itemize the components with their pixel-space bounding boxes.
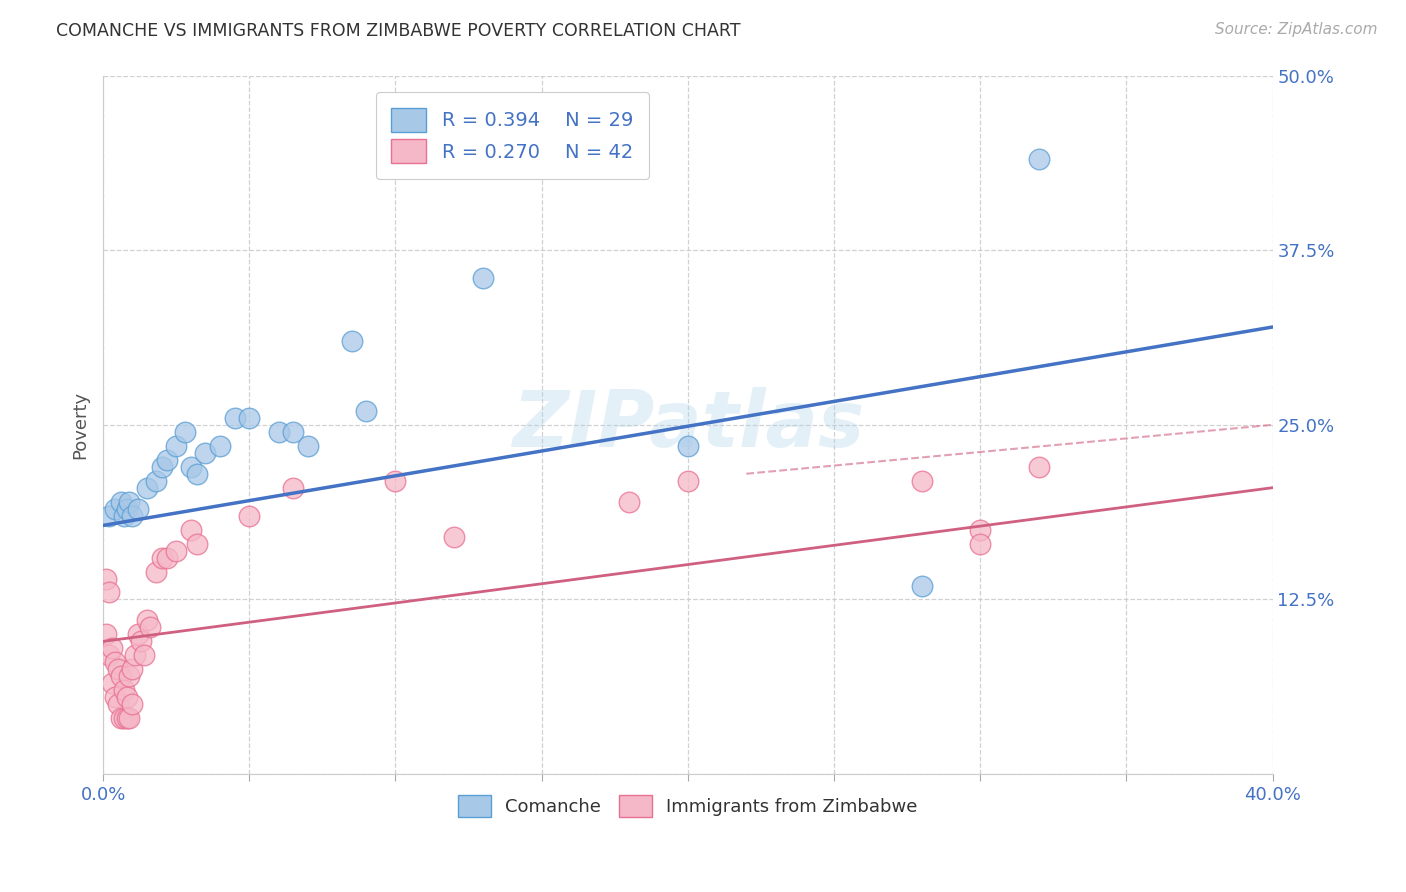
Point bbox=[121, 662, 143, 676]
Point bbox=[94, 627, 117, 641]
Point bbox=[174, 425, 197, 439]
Point bbox=[180, 459, 202, 474]
Point bbox=[297, 439, 319, 453]
Point bbox=[127, 501, 149, 516]
Text: COMANCHE VS IMMIGRANTS FROM ZIMBABWE POVERTY CORRELATION CHART: COMANCHE VS IMMIGRANTS FROM ZIMBABWE POV… bbox=[56, 22, 741, 40]
Point bbox=[118, 494, 141, 508]
Point bbox=[165, 543, 187, 558]
Point bbox=[107, 698, 129, 712]
Point bbox=[969, 523, 991, 537]
Point bbox=[98, 648, 121, 663]
Point bbox=[283, 481, 305, 495]
Point bbox=[118, 711, 141, 725]
Point bbox=[186, 536, 208, 550]
Point bbox=[194, 446, 217, 460]
Point bbox=[443, 530, 465, 544]
Point bbox=[110, 711, 132, 725]
Point bbox=[124, 648, 146, 663]
Point bbox=[267, 425, 290, 439]
Point bbox=[104, 656, 127, 670]
Point bbox=[224, 410, 246, 425]
Point bbox=[186, 467, 208, 481]
Point bbox=[676, 439, 699, 453]
Point bbox=[112, 508, 135, 523]
Point bbox=[94, 572, 117, 586]
Point bbox=[209, 439, 232, 453]
Point bbox=[676, 474, 699, 488]
Point bbox=[110, 669, 132, 683]
Point bbox=[1028, 153, 1050, 167]
Point bbox=[132, 648, 155, 663]
Point bbox=[150, 459, 173, 474]
Point bbox=[115, 690, 138, 705]
Point bbox=[911, 474, 934, 488]
Point bbox=[145, 565, 167, 579]
Point bbox=[115, 711, 138, 725]
Point bbox=[121, 698, 143, 712]
Point bbox=[156, 550, 179, 565]
Point bbox=[156, 452, 179, 467]
Point bbox=[136, 614, 159, 628]
Y-axis label: Poverty: Poverty bbox=[72, 391, 89, 458]
Point bbox=[139, 620, 162, 634]
Point bbox=[340, 334, 363, 348]
Point bbox=[129, 634, 152, 648]
Point bbox=[1028, 459, 1050, 474]
Point bbox=[969, 536, 991, 550]
Point bbox=[238, 410, 260, 425]
Text: Source: ZipAtlas.com: Source: ZipAtlas.com bbox=[1215, 22, 1378, 37]
Point bbox=[98, 585, 121, 599]
Point bbox=[121, 508, 143, 523]
Point bbox=[112, 683, 135, 698]
Text: ZIPatlas: ZIPatlas bbox=[512, 387, 863, 463]
Point bbox=[145, 474, 167, 488]
Point bbox=[165, 439, 187, 453]
Point bbox=[911, 578, 934, 592]
Point bbox=[110, 494, 132, 508]
Point bbox=[384, 474, 406, 488]
Point bbox=[136, 481, 159, 495]
Point bbox=[118, 669, 141, 683]
Point bbox=[354, 404, 377, 418]
Point bbox=[107, 662, 129, 676]
Legend: Comanche, Immigrants from Zimbabwe: Comanche, Immigrants from Zimbabwe bbox=[451, 788, 925, 824]
Point bbox=[127, 627, 149, 641]
Point bbox=[283, 425, 305, 439]
Point bbox=[619, 494, 641, 508]
Point bbox=[238, 508, 260, 523]
Point bbox=[101, 641, 124, 656]
Point bbox=[104, 501, 127, 516]
Point bbox=[98, 508, 121, 523]
Point bbox=[115, 501, 138, 516]
Point bbox=[101, 676, 124, 690]
Point bbox=[104, 690, 127, 705]
Point bbox=[180, 523, 202, 537]
Point bbox=[112, 711, 135, 725]
Point bbox=[472, 271, 495, 285]
Point bbox=[150, 550, 173, 565]
